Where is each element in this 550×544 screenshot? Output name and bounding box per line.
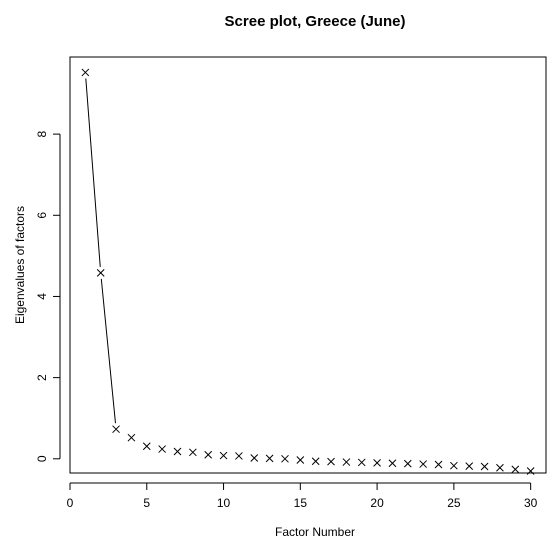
data-point-marker <box>480 462 489 471</box>
data-point-marker <box>235 452 243 460</box>
x-tick-label: 0 <box>67 496 74 510</box>
data-point-marker <box>188 448 197 457</box>
data-point-marker <box>388 459 397 468</box>
x-tick-label: 20 <box>370 496 384 510</box>
x-axis: 0 5 10 15 20 25 30 <box>67 482 538 510</box>
data-point-marker <box>96 269 105 277</box>
x-tick-label: 10 <box>217 496 231 510</box>
data-point-marker <box>373 459 381 467</box>
series-layer <box>81 68 535 475</box>
data-point-marker <box>142 442 151 451</box>
chart-title: Scree plot, Greece (June) <box>225 13 406 30</box>
data-point-marker <box>250 454 259 462</box>
data-point-marker <box>265 454 274 463</box>
data-point-marker <box>450 461 458 470</box>
data-point-marker <box>127 433 136 442</box>
data-point-marker <box>173 447 182 456</box>
y-tick-label: 4 <box>35 293 49 300</box>
data-point-marker <box>219 451 228 460</box>
data-point-marker <box>434 460 443 469</box>
y-tick-label: 0 <box>35 455 49 462</box>
data-point-marker <box>403 459 412 468</box>
x-tick-label: 5 <box>143 496 150 510</box>
y-tick-label: 6 <box>35 212 49 219</box>
data-point-marker <box>526 467 535 475</box>
data-point-marker <box>327 457 335 466</box>
data-point-marker <box>511 465 520 474</box>
y-tick-label: 8 <box>35 130 49 137</box>
data-point-marker <box>419 460 428 468</box>
data-point-marker <box>311 457 320 466</box>
data-point-marker <box>465 462 474 470</box>
data-point-marker <box>281 454 289 463</box>
y-axis-label: Eigenvalues of factors <box>13 206 27 324</box>
series-line-segment <box>85 78 101 267</box>
x-tick-label: 30 <box>524 496 538 510</box>
data-point-marker <box>296 456 305 464</box>
data-point-marker <box>204 450 213 459</box>
data-point-marker <box>496 463 504 472</box>
x-tick-label: 25 <box>447 496 461 510</box>
data-point-marker <box>342 458 351 466</box>
data-point-marker <box>158 445 166 453</box>
y-axis: 0 2 4 6 8 <box>35 130 61 462</box>
x-tick-label: 15 <box>294 496 308 510</box>
data-point-marker <box>112 425 120 434</box>
x-axis-label: Factor Number <box>275 525 355 539</box>
data-point-marker <box>357 458 366 467</box>
data-point-marker <box>81 68 90 77</box>
plot-frame <box>69 56 547 474</box>
series-line-segment <box>100 278 116 424</box>
y-tick-label: 2 <box>35 374 49 381</box>
